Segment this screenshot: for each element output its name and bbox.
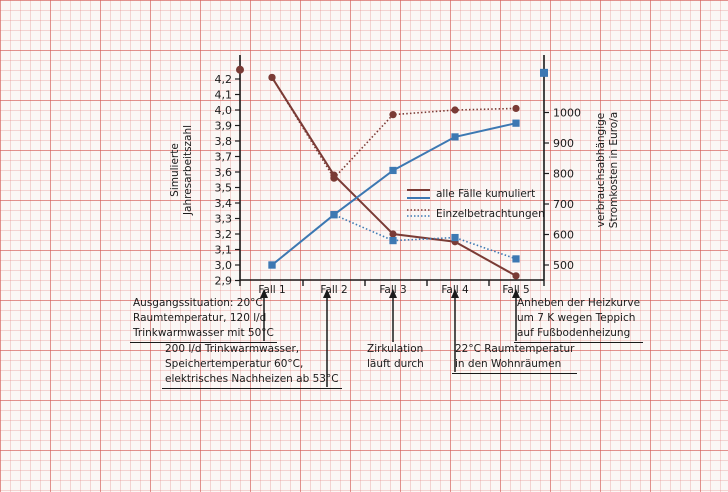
series-point [268, 73, 276, 82]
left-tick-label: 3,6 [215, 166, 233, 179]
series-point [330, 174, 338, 182]
right-axis-end-marker [540, 68, 548, 77]
right-tick-label: 1000 [553, 107, 581, 120]
legend-label-individual: Einzelbetrachtungen [436, 208, 545, 220]
right-tick-label: 500 [553, 259, 574, 272]
left-axis-end-marker [236, 65, 244, 74]
annotation-fall1-line3: Trinkwarmwasser mit 50°C [133, 327, 274, 339]
left-tick-label: 4,1 [215, 89, 233, 102]
series-point [389, 111, 397, 119]
series-point [512, 272, 520, 280]
x-tick-label: Fall 2 [320, 284, 347, 296]
annotation-fall4: 22°C Raumtemperatur in den Wohnräumen [452, 342, 578, 374]
legend: alle Fälle kumuliert Einzelbetrachtungen [407, 188, 545, 220]
right-axis-label-line1: verbrauchsabhängige [595, 113, 607, 228]
left-tick-label: 3,4 [215, 197, 233, 210]
series-point [451, 233, 459, 242]
series-point [389, 237, 397, 245]
left-tick-label: 3,2 [215, 228, 233, 241]
annotation-fall5-line1: Anheben der Heizkurve [517, 297, 641, 309]
left-tick-label: 2,9 [215, 275, 233, 288]
left-axis-ticks: 2,9 3,0 3,1 3,2 3,3 3,4 3,5 3,6 3,7 3,8 3,9 4,0 4,1 4… [215, 73, 240, 288]
axis-end-markers [236, 65, 548, 77]
series-point [512, 119, 520, 127]
left-tick-label: 3,0 [215, 259, 233, 272]
series-point [389, 230, 397, 238]
right-tick-label: 800 [553, 168, 574, 181]
left-axis-label-line2: Jahresarbeitszahl [182, 125, 194, 216]
series-line-3 [271, 213, 517, 266]
right-axis-ticks: 500 600 700 800 900 1000 [544, 107, 581, 272]
annotation-fall4-line2: in den Wohnräumen [455, 358, 562, 370]
annotation-fall2: 200 l/d Trinkwarmwasser, Speichertempera… [162, 342, 342, 389]
left-tick-label: 4,0 [215, 104, 233, 117]
annotation-fall3-line1: Zirkulation [367, 343, 424, 355]
annotation-fall2-line2: Speichertemperatur 60°C, [165, 358, 304, 370]
annotation-arrows [260, 289, 520, 387]
left-tick-label: 3,5 [215, 182, 233, 195]
right-tick-label: 900 [553, 137, 574, 150]
annotation-fall1-line1: Ausgangssituation: 20°C [133, 297, 263, 309]
annotation-fall1: Ausgangssituation: 20°C Raumtemperatur, … [130, 296, 277, 343]
annotation-fall3: Zirkulation läuft durch [364, 342, 427, 373]
series-line-2 [271, 77, 517, 180]
arrow-head-fall1 [260, 289, 268, 298]
annotation-fall4-line1: 22°C Raumtemperatur [455, 343, 575, 355]
series-point [512, 104, 520, 113]
annotation-fall5: Anheben der Heizkurve um 7 K wegen Teppi… [514, 296, 644, 343]
annotation-fall1-line2: Raumtemperatur, 120 l/d [133, 312, 267, 324]
left-tick-label: 3,3 [215, 213, 233, 226]
legend-label-cumulative: alle Fälle kumuliert [436, 188, 535, 200]
arrow-head-fall2 [323, 289, 331, 298]
annotation-fall5-line3: auf Fußbodenheizung [517, 327, 631, 339]
left-axis-label: Simulierte Jahresarbeitszahl [169, 125, 194, 216]
annotation-fall3-line2: läuft durch [367, 358, 424, 370]
arrow-head-fall4 [451, 289, 459, 298]
right-tick-label: 600 [553, 229, 574, 242]
left-tick-label: 3,9 [215, 120, 233, 133]
right-axis-label-line2: Stromkosten in Euro/a [608, 112, 620, 228]
series-point [268, 261, 276, 269]
left-tick-label: 3,8 [215, 135, 233, 148]
annotation-fall5-line2: um 7 K wegen Teppich [517, 312, 636, 324]
series-point [389, 166, 397, 175]
series-point [330, 211, 338, 219]
annotation-fall2-line1: 200 l/d Trinkwarmwasser, [165, 343, 300, 355]
left-tick-label: 4,2 [215, 73, 233, 86]
left-tick-label: 3,7 [215, 151, 233, 164]
arrow-head-fall5 [512, 289, 520, 298]
left-tick-label: 3,1 [215, 244, 233, 257]
right-axis-label: verbrauchsabhängige Stromkosten in Euro/… [595, 112, 620, 228]
series-line-0 [271, 76, 517, 277]
chart-axes [239, 55, 545, 281]
annotation-fall2-line3: elektrisches Nachheizen ab 53°C [165, 373, 339, 385]
chart-series [268, 73, 520, 280]
arrow-head-fall3 [389, 289, 397, 298]
series-point [451, 106, 459, 114]
left-axis-label-line1: Simulierte [169, 143, 181, 197]
right-tick-label: 700 [553, 198, 574, 211]
series-point [512, 255, 520, 263]
series-point [451, 133, 459, 141]
